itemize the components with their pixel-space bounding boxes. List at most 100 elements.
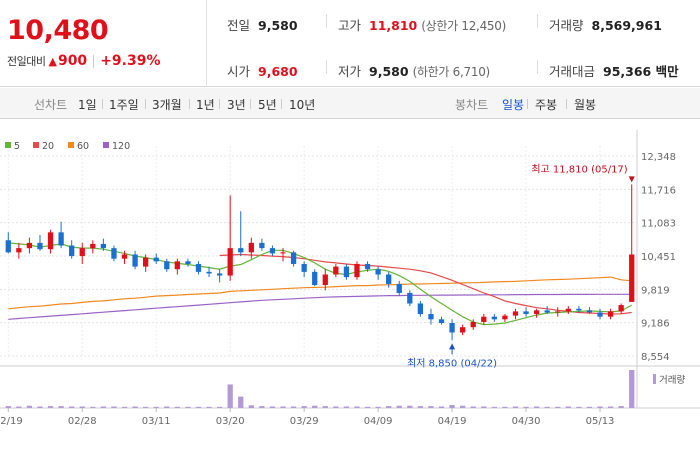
volume-bar bbox=[238, 396, 244, 408]
tab-weekly[interactable]: 주봉 bbox=[535, 98, 558, 112]
tab-10y[interactable]: 10년 bbox=[289, 98, 316, 112]
candle-body bbox=[111, 248, 117, 259]
candle-body bbox=[206, 271, 212, 274]
candle-body bbox=[523, 311, 529, 315]
y-tick-label: 10,451 bbox=[641, 252, 676, 263]
y-tick-label: 12,348 bbox=[641, 152, 676, 163]
tab-3y[interactable]: 3년 bbox=[227, 98, 246, 112]
tab-1d[interactable]: 1일 bbox=[78, 98, 97, 112]
candle-body bbox=[470, 321, 476, 328]
prev-close-label: 전일 bbox=[227, 18, 251, 33]
x-axis: 02/19 02/28 03/11 03/20 03/29 04/09 04/19 04/30… bbox=[0, 408, 614, 427]
tab-divider bbox=[566, 99, 567, 109]
change-value: 900 bbox=[57, 53, 88, 69]
volume-bar bbox=[428, 406, 434, 408]
candle-body bbox=[195, 263, 202, 272]
y-tick-label: 9,819 bbox=[641, 285, 670, 296]
volume-bar bbox=[185, 406, 191, 408]
open-value: 9,680 bbox=[258, 64, 298, 79]
candle-body bbox=[238, 248, 244, 253]
candle-body bbox=[79, 248, 85, 257]
volume-bar bbox=[16, 406, 22, 408]
volume-bar bbox=[460, 405, 466, 408]
upper-limit: (상한가 12,450) bbox=[421, 19, 506, 33]
candle-body bbox=[69, 245, 75, 257]
volume-bar bbox=[354, 406, 360, 408]
candle-body bbox=[90, 243, 96, 249]
volume-bar bbox=[132, 406, 138, 408]
candle-body bbox=[269, 248, 276, 254]
volume-bar bbox=[544, 406, 550, 408]
volume-bar bbox=[100, 406, 107, 408]
volume-bar bbox=[174, 406, 180, 408]
x-tick-label: 04/09 bbox=[364, 416, 393, 427]
stat-volume: 거래량 8,569,961 bbox=[549, 15, 662, 34]
high-annotation: 최고 11,810 (05/17) bbox=[531, 163, 627, 175]
legend-label: 5 bbox=[14, 141, 20, 152]
candle-body bbox=[491, 316, 497, 320]
divider bbox=[537, 14, 538, 28]
candle-body bbox=[259, 242, 265, 249]
quote-panel: 10,480 전일대비 ▲ 900 +9.39% 전일 9,580 시가 9,6… bbox=[0, 0, 700, 87]
volume-bar bbox=[26, 405, 33, 408]
candle-body bbox=[164, 261, 170, 270]
low-marker-icon bbox=[449, 343, 456, 350]
chart-tabs: 선차트 1일 1주일 3개월 1년 3년 5년 10년 봉차트 일봉 주봉 월봉 bbox=[0, 88, 700, 119]
ma20-line bbox=[219, 253, 632, 315]
tab-monthly[interactable]: 월봉 bbox=[574, 98, 597, 112]
volume-bar bbox=[5, 406, 11, 408]
tab-daily[interactable]: 일봉 bbox=[502, 98, 525, 112]
candle-body bbox=[607, 311, 614, 317]
volume-bar bbox=[322, 406, 328, 408]
stat-amount: 거래대금 95,366 백만 bbox=[549, 61, 679, 80]
candle-body bbox=[301, 263, 307, 272]
volume-bar bbox=[47, 406, 54, 408]
candle-body bbox=[396, 283, 402, 293]
volume-bar bbox=[37, 406, 43, 408]
tab-3m[interactable]: 3개월 bbox=[152, 98, 182, 112]
volume-bar bbox=[386, 406, 392, 408]
amount-value: 95,366 백만 bbox=[603, 64, 679, 79]
volume-bar bbox=[597, 406, 603, 408]
volume-bars: 거래량 bbox=[5, 370, 685, 408]
tab-divider bbox=[250, 99, 251, 109]
candle-body bbox=[290, 252, 297, 264]
candle-body bbox=[312, 271, 318, 286]
candle-body bbox=[5, 240, 11, 253]
legend-label: 20 bbox=[42, 141, 54, 152]
ma120-line bbox=[8, 293, 632, 320]
candle-body bbox=[121, 254, 128, 259]
volume-bar bbox=[333, 406, 339, 408]
volume-bar bbox=[417, 406, 424, 408]
volume-bar bbox=[195, 406, 202, 408]
volume-bar bbox=[523, 406, 529, 408]
tab-1w[interactable]: 1주일 bbox=[109, 98, 139, 112]
candle-body bbox=[629, 254, 635, 302]
tab-1y[interactable]: 1년 bbox=[196, 98, 215, 112]
candle-body bbox=[417, 303, 424, 315]
volume-bar bbox=[364, 406, 371, 408]
ma60-line bbox=[8, 276, 632, 310]
legend-swatch bbox=[5, 142, 11, 148]
candle-body bbox=[100, 243, 107, 249]
chart-legend: 5 20 60 120 bbox=[5, 141, 130, 152]
tab-5y[interactable]: 5년 bbox=[258, 98, 277, 112]
y-tick-label: 11,716 bbox=[641, 185, 676, 196]
change-row: 전일대비 ▲ 900 +9.39% bbox=[7, 53, 161, 69]
volume-bar bbox=[502, 406, 508, 408]
y-tick-label: 8,554 bbox=[641, 352, 670, 363]
candle-body bbox=[248, 242, 254, 253]
candle-body bbox=[438, 319, 445, 324]
open-label: 시가 bbox=[227, 64, 251, 79]
change-divider bbox=[93, 54, 95, 68]
volume-bar bbox=[512, 406, 519, 408]
candle-body bbox=[386, 274, 392, 284]
volume-bar bbox=[206, 406, 212, 408]
volume-bar bbox=[438, 406, 445, 408]
x-tick-label: 05/13 bbox=[586, 416, 615, 427]
volume-bar bbox=[58, 406, 64, 408]
amount-label: 거래대금 bbox=[549, 64, 596, 79]
candle-body bbox=[364, 263, 371, 270]
volume-label: 거래량 bbox=[659, 374, 685, 386]
volume-label: 거래량 bbox=[549, 18, 584, 33]
